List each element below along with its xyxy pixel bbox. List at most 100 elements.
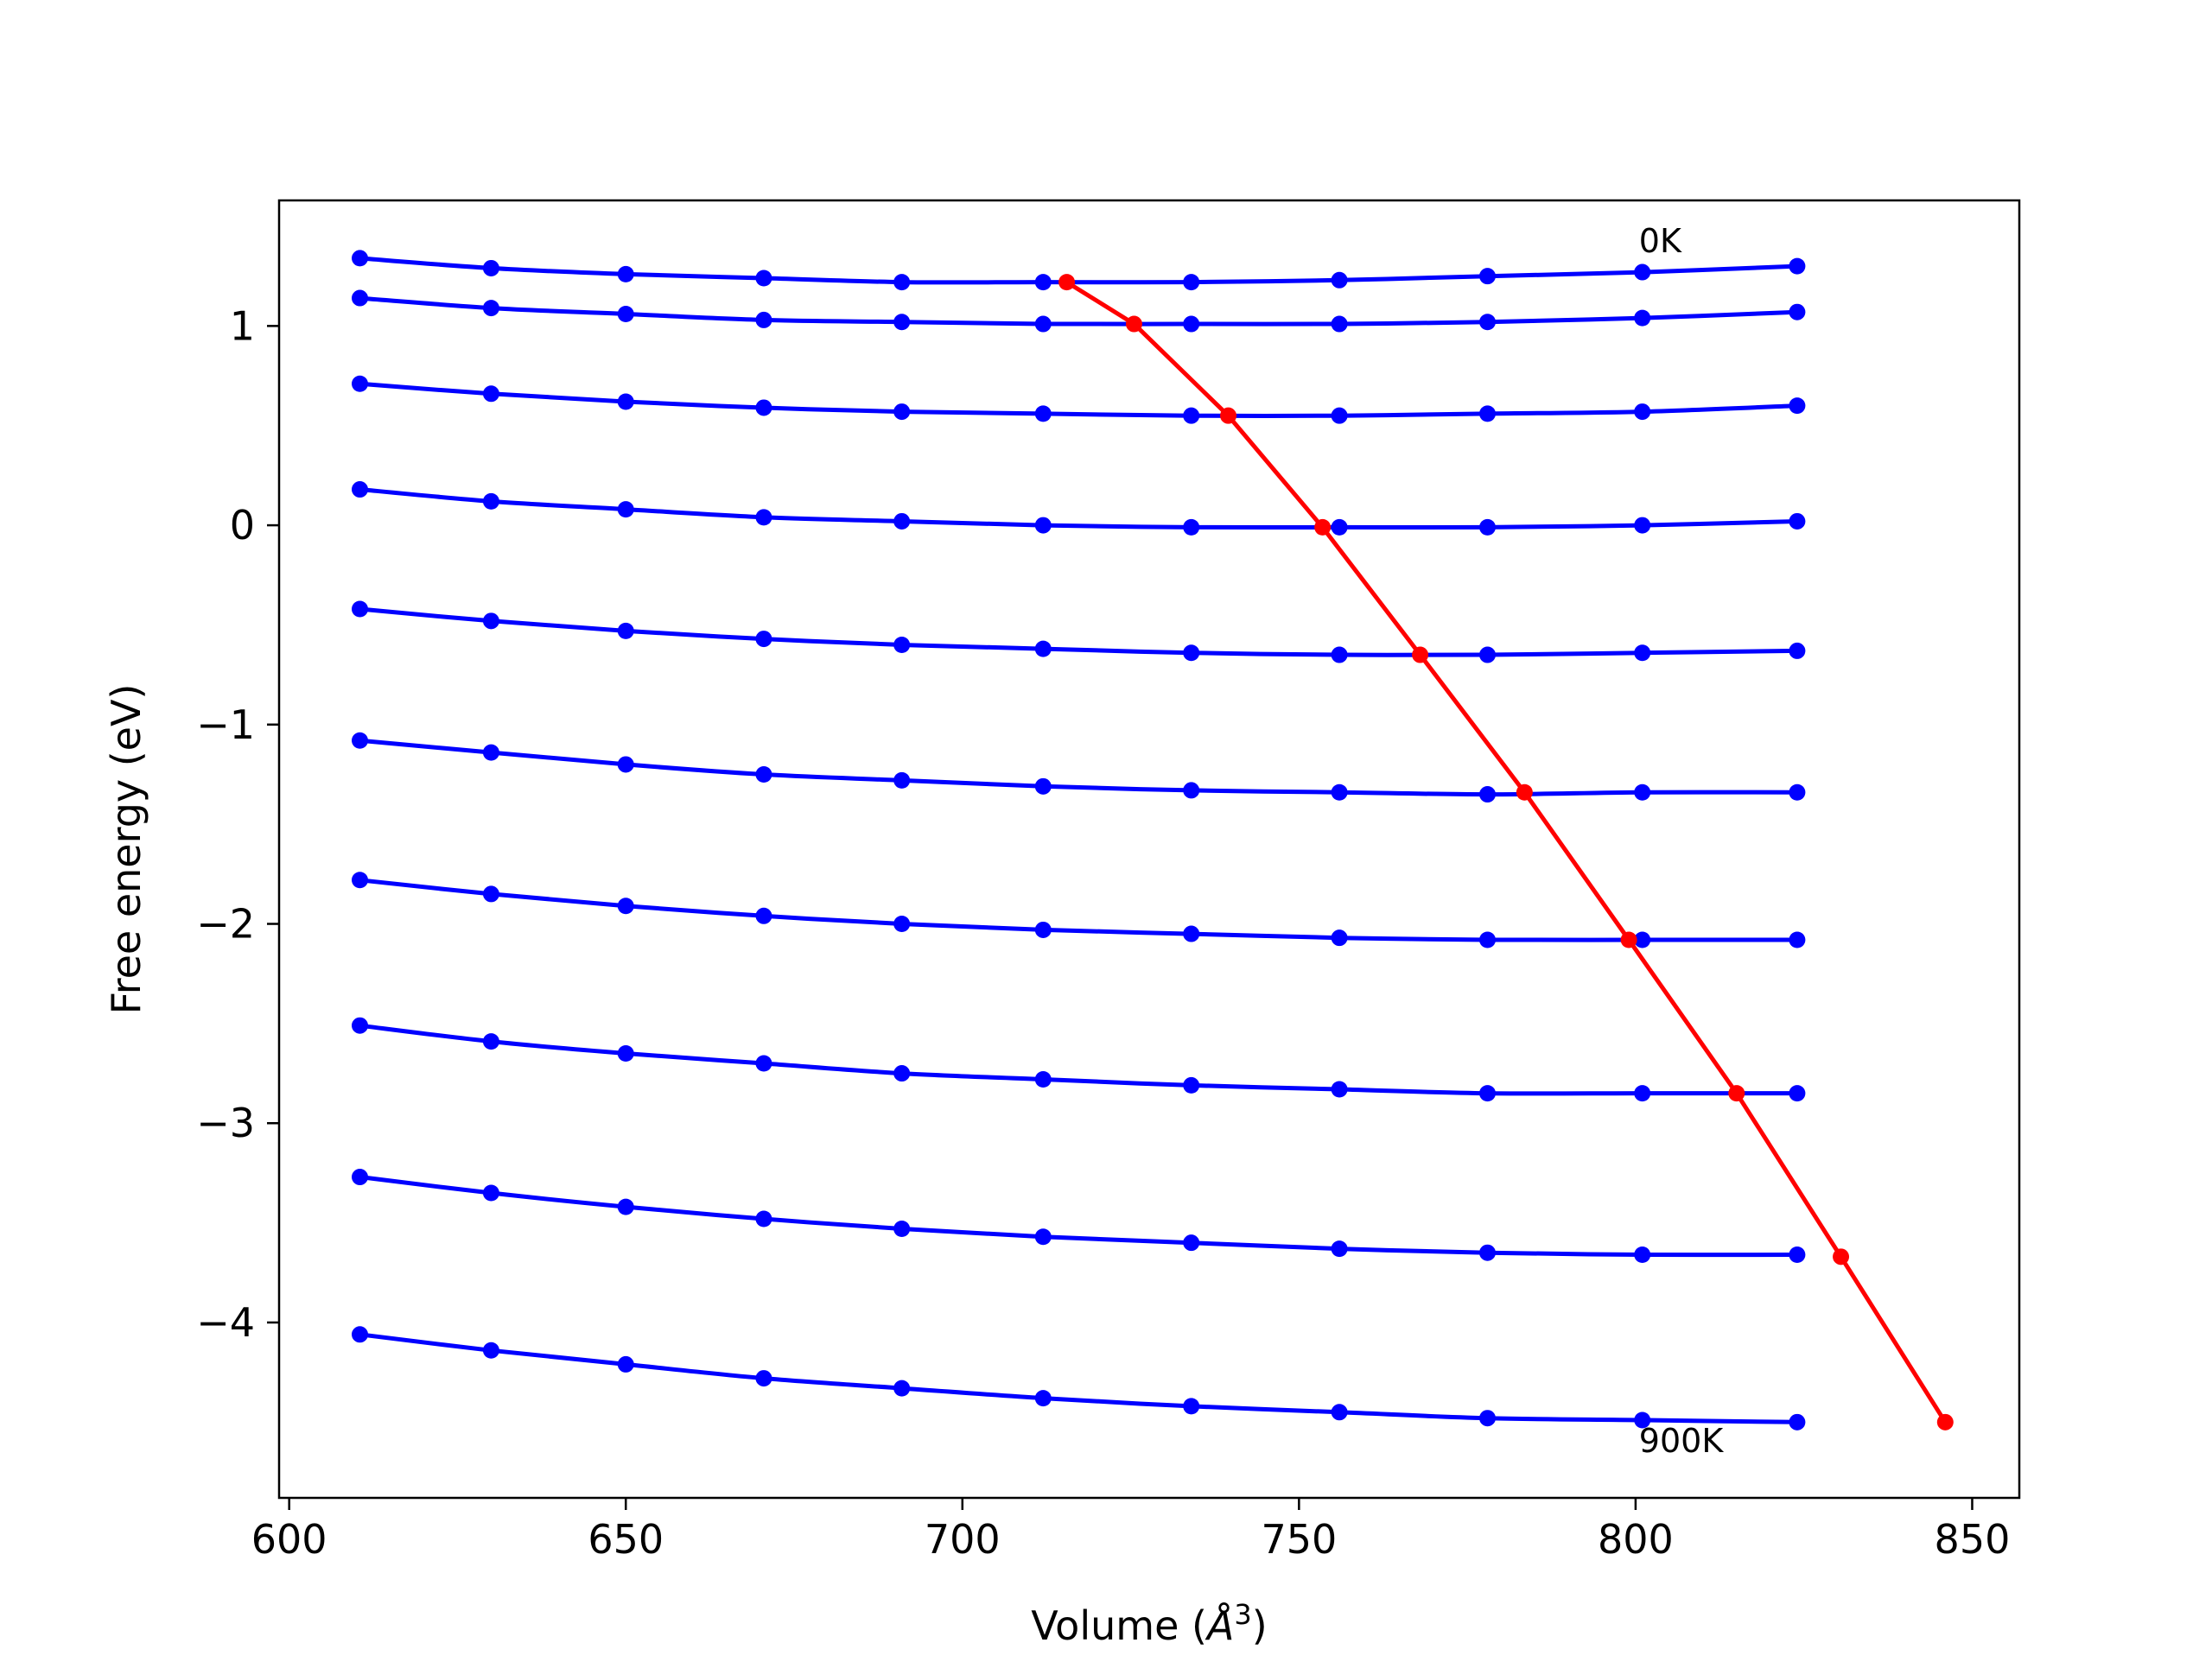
isotherm-3-point-7 [1183,407,1200,424]
annotation-900k: 900K [1639,1422,1725,1460]
isotherm-7-point-6 [1034,921,1052,938]
isotherm-10-point-6 [1034,1390,1052,1407]
isotherm-5-point-3 [617,622,634,639]
isotherm-line-4 [359,487,1797,530]
isotherm-2-point-3 [617,306,634,323]
isotherm-1-point-4 [755,270,772,287]
y-axis-label: Free energy (eV) [103,684,149,1015]
tick-layer: 600 650 700 750 800 850 1 0 −1 −2 −3 −4 [196,302,2010,1563]
isotherm-line-2 [359,295,1798,327]
isotherm-9-point-3 [617,1198,634,1215]
y-tick-label-4: −3 [196,1100,255,1146]
isotherm-6-point-5 [893,771,911,789]
isotherm-1-point-8 [1331,271,1348,289]
isotherm-4-point-3 [617,501,634,518]
isotherm-9-point-2 [482,1184,499,1202]
isotherm-8-point-9 [1479,1085,1497,1102]
isotherm-5-point-5 [893,637,911,654]
y-tick-label-2: −1 [196,701,255,748]
annotation-layer: 0K 900K [1639,222,1725,1460]
isotherm-line-10 [359,1332,1797,1424]
isotherm-line-6 [359,738,1797,797]
isotherm-9-point-4 [755,1210,772,1227]
isotherm-3-point-4 [755,399,772,416]
isotherm-10-point-11 [1789,1413,1806,1430]
isotherm-4-point-2 [482,492,499,510]
isotherm-4-point-8 [1331,518,1348,536]
isotherm-8-point-11 [1789,1085,1806,1102]
x-tick-label-750: 750 [1261,1516,1337,1563]
isotherm-6-point-6 [1034,777,1052,795]
minimum-point-6 [1516,783,1533,801]
isotherm-6-point-7 [1183,782,1200,799]
minimum-point-9 [1833,1248,1850,1266]
minimum-point-8 [1728,1085,1745,1102]
isotherm-4-point-6 [1034,517,1052,534]
annotation-0k: 0K [1639,222,1682,260]
x-axis-label-exponent: 3 [1234,1598,1251,1631]
isotherm-1-point-11 [1789,257,1806,275]
isotherm-1-point-6 [1034,274,1052,291]
isotherm-1-point-10 [1634,263,1651,281]
isotherm-9-point-7 [1183,1234,1200,1252]
isotherm-1-point-9 [1479,268,1497,285]
x-axis-label-text: Volume ( [1031,1602,1207,1649]
isotherm-7-point-10 [1634,931,1651,948]
axes-frame [277,199,2021,1500]
isotherm-3-point-10 [1634,403,1651,421]
isotherm-7-point-7 [1183,925,1200,942]
isotherm-10-point-4 [755,1370,772,1387]
isotherm-4-point-5 [893,512,911,530]
isotherm-6-point-2 [482,744,499,761]
isotherm-3-point-11 [1789,397,1806,415]
isotherm-2-point-6 [1034,315,1052,333]
isotherm-1-point-1 [351,250,368,267]
x-axis-label-symbol: Å [1205,1602,1234,1649]
isotherm-6-point-11 [1789,783,1806,801]
isotherm-6-point-9 [1479,786,1497,803]
isotherm-6-point-8 [1331,783,1348,801]
isotherm-9-point-6 [1034,1228,1052,1246]
isotherm-7-point-3 [617,898,634,915]
isotherm-10-point-5 [893,1380,911,1397]
isotherm-5-point-1 [351,600,368,618]
isotherm-5-point-7 [1183,644,1200,662]
isotherm-3-point-1 [351,375,368,392]
isotherm-3-point-9 [1479,405,1497,422]
x-tick-label-800: 800 [1598,1516,1674,1563]
isotherm-4-point-9 [1479,518,1497,536]
isotherm-4-point-4 [755,509,772,526]
isotherm-1-point-7 [1183,274,1200,291]
isotherm-7-point-4 [755,907,772,924]
y-tick-label-5: −4 [196,1299,255,1346]
isotherm-5-point-4 [755,631,772,648]
plot-layer [351,250,1954,1430]
minimum-point-4 [1314,518,1332,536]
isotherm-1-point-5 [893,274,911,291]
isotherm-9-point-1 [351,1169,368,1186]
x-tick-label-700: 700 [925,1516,1001,1563]
y-tick-label-3: −2 [196,901,255,948]
minimum-point-3 [1220,407,1237,424]
isotherm-4-point-1 [351,481,368,498]
isotherm-5-point-9 [1479,646,1497,663]
isotherm-7-point-9 [1479,931,1497,948]
isotherm-10-point-8 [1331,1404,1348,1421]
isotherm-2-point-7 [1183,315,1200,333]
x-axis-label: Volume (Å3) [1031,1598,1267,1649]
x-tick-label-850: 850 [1935,1516,2011,1563]
isotherm-line-5 [359,606,1797,657]
isotherm-2-point-1 [351,289,368,307]
isotherm-2-point-8 [1331,315,1348,333]
isotherm-3-point-5 [893,403,911,421]
isotherm-5-point-8 [1331,646,1348,663]
isotherm-3-point-6 [1034,405,1052,422]
isotherm-4-point-7 [1183,518,1200,536]
y-tick-label-1: 0 [230,502,255,549]
isotherm-5-point-11 [1789,642,1806,659]
isotherm-9-point-5 [893,1221,911,1238]
isotherm-5-point-2 [482,612,499,630]
minimum-line [1065,280,1948,1424]
